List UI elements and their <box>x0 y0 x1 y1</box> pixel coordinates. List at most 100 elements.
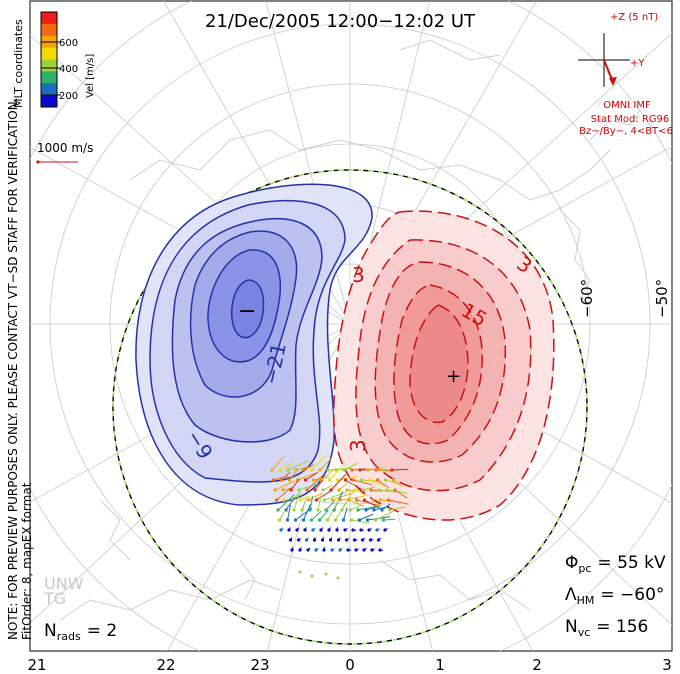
vector-line <box>295 466 310 471</box>
vector-line <box>384 528 388 531</box>
vector-line <box>319 457 333 471</box>
imf-z-label: +Z (5 nT) <box>610 12 658 23</box>
vector-line <box>279 461 295 471</box>
vector-line <box>369 479 385 487</box>
vector-line <box>388 499 410 505</box>
coastlines <box>59 39 641 621</box>
vector-line <box>301 498 307 511</box>
vector-line <box>365 506 379 511</box>
vector-line <box>307 547 311 551</box>
vector-line <box>370 538 374 541</box>
vector-line <box>338 482 348 491</box>
mlt-label-1: 1 <box>435 656 445 674</box>
vector-line <box>325 500 336 511</box>
vector-line <box>355 548 359 551</box>
vector-line <box>331 548 335 551</box>
mlt-label-23: 23 <box>250 656 269 674</box>
vector-line <box>298 483 319 491</box>
colorbar-label: Vel [m/s] <box>85 54 96 98</box>
watermark-line2: TG <box>43 589 66 608</box>
vector-line <box>375 510 394 521</box>
vector-line <box>351 519 370 524</box>
vector-count: Nvc = 156 <box>565 617 648 639</box>
vector-line <box>311 455 326 471</box>
vector-line <box>273 475 289 481</box>
vector-line <box>344 527 348 531</box>
velocity-vectors <box>270 455 410 580</box>
vector-line <box>353 479 373 486</box>
colorbar-segment <box>41 12 57 25</box>
vector-line <box>285 497 295 511</box>
vector-line <box>271 456 285 471</box>
vector-line <box>330 537 333 541</box>
vector-line <box>362 486 376 491</box>
vector-scale-label: 1000 m/s <box>37 141 93 155</box>
vector-line <box>322 484 333 491</box>
watermark-line1: UNW <box>44 574 84 593</box>
mlt-label-3: 3 <box>662 656 672 674</box>
omni-imf-label: OMNI IMF <box>603 100 651 111</box>
vector-line <box>327 499 340 521</box>
fitorder-note: FitOrder: 8, mapEX format <box>20 482 34 640</box>
vector-line <box>311 510 322 521</box>
vector-line <box>287 504 292 521</box>
vector-line <box>330 473 347 491</box>
vector-line <box>394 489 408 499</box>
vector-line <box>280 527 284 531</box>
vector-line <box>379 549 384 551</box>
vector-line <box>339 547 343 551</box>
vector-line <box>309 495 314 511</box>
vector-line <box>335 501 347 521</box>
vector-line <box>328 527 331 531</box>
vector-line <box>296 527 300 531</box>
vector-line <box>343 507 348 521</box>
preview-note: NOTE: FOR PREVIEW PURPOSES ONLY. PLEASE … <box>6 98 20 641</box>
contour-label-3c: 3 <box>346 439 370 452</box>
negative-cell <box>135 183 373 506</box>
vector-scale: 1000 m/s <box>36 141 93 164</box>
vector-line <box>378 537 382 541</box>
cross-polar-potential: Φpc = 55 kV <box>565 553 666 575</box>
vector-line <box>293 491 301 511</box>
vector-line <box>317 492 322 511</box>
vector-origin <box>324 572 328 576</box>
mlt-axis: 21 22 23 0 1 2 3 <box>27 656 671 674</box>
potential-min-marker: − <box>238 299 256 324</box>
vector-line <box>281 471 291 481</box>
vector-line <box>312 527 316 531</box>
vector-line <box>314 536 316 541</box>
potential-max-marker: + <box>446 366 461 387</box>
vector-line <box>368 527 372 531</box>
vector-line <box>297 472 316 481</box>
vector-line <box>364 499 382 510</box>
vector-line <box>305 471 319 481</box>
vector-line <box>287 460 309 471</box>
colorbar-segment <box>41 59 57 72</box>
velocity-color-bar: 600 400 200 Vel [m/s] <box>40 11 96 108</box>
vector-line <box>276 487 292 501</box>
vector-origin <box>336 576 340 580</box>
vector-line <box>274 480 296 491</box>
vector-line <box>377 479 390 489</box>
vector-line <box>289 470 297 481</box>
vector-line <box>391 468 409 471</box>
lat-label-50: −50° <box>653 279 671 318</box>
mlt-label-22: 22 <box>156 656 175 674</box>
vector-line <box>279 509 286 521</box>
vector-line <box>290 478 300 491</box>
mlt-label-2: 2 <box>532 656 542 674</box>
hm-latitude: ΛHM = −60° <box>565 585 664 607</box>
contour-label-3a: 3 <box>352 263 365 287</box>
vector-line <box>303 464 314 471</box>
vector-line <box>389 506 407 511</box>
vector-line <box>300 495 311 501</box>
map-statistics: Φpc = 55 kV ΛHM = −60° Nvc = 156 Nrads = 2 <box>44 553 666 643</box>
vector-line <box>291 546 294 551</box>
lat-label-60: −60° <box>578 279 596 318</box>
colorbar-tick-600: 600 <box>59 38 78 49</box>
vector-line <box>314 479 323 491</box>
colorbar-tick-400: 400 <box>59 64 78 75</box>
vector-line <box>349 504 362 511</box>
vector-line <box>288 527 291 531</box>
